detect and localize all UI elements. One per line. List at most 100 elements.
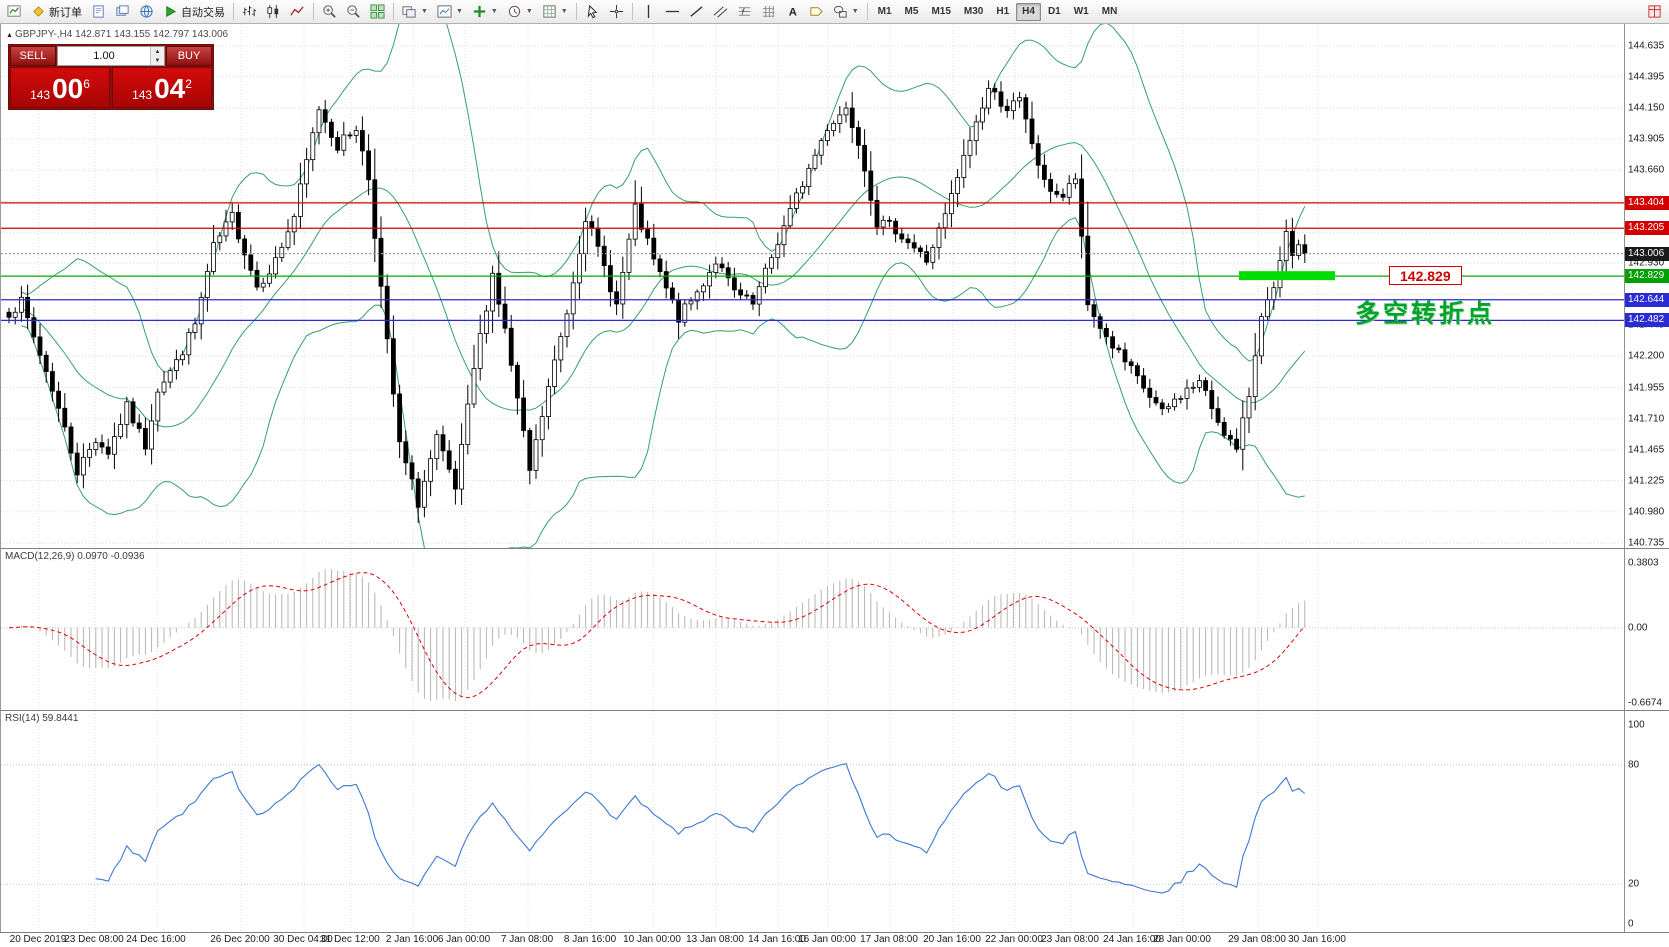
rsi-axis[interactable]: 100 80 20 0 (1624, 711, 1669, 932)
rsi-tick: 80 (1628, 759, 1640, 771)
chevron-down-icon: ▼ (525, 8, 533, 15)
price-badge: 143.205 (1625, 221, 1669, 236)
chart-list-button[interactable]: ▼ (433, 2, 467, 22)
timeframe-m5-button[interactable]: M5 (904, 6, 919, 17)
zoom-in-button[interactable] (318, 2, 341, 22)
chevron-down-icon: ▼ (455, 8, 463, 15)
candle-chart-button[interactable] (262, 2, 285, 22)
macd-canvas[interactable] (1, 549, 1625, 711)
crosshair-button[interactable] (605, 2, 628, 22)
fibonacci-icon: f (738, 6, 750, 16)
date-label: 20 Dec 2019 (9, 934, 67, 945)
price-tick: 144.635 (1628, 40, 1665, 52)
profiles-icon (93, 5, 104, 18)
price-tick: 140.980 (1628, 506, 1665, 518)
buy-price-big: 04 (154, 73, 186, 104)
macd-axis[interactable]: 0.3803 0.00 -0.6674 (1624, 549, 1669, 710)
indicator-add-icon (473, 5, 485, 18)
toolbar-separator (575, 3, 577, 20)
cursor-button[interactable] (581, 2, 604, 22)
rsi-tick: 100 (1628, 719, 1645, 731)
templates-button[interactable]: ▼ (538, 2, 572, 22)
timeframe-m1-button[interactable]: M1 (877, 6, 892, 17)
new-order-button[interactable]: 新订单 (27, 2, 86, 22)
sell-button[interactable]: SELL (10, 46, 56, 66)
lot-size-field[interactable]: 1.00 ▲ ▼ (57, 46, 165, 66)
chevron-down-icon: ▼ (851, 8, 859, 15)
time-axis[interactable]: 20 Dec 2019 23 Dec 08:00 24 Dec 16:00 26 De… (0, 932, 1669, 947)
channel-button[interactable] (709, 2, 732, 22)
date-label: 29 Jan 08:00 (1228, 934, 1286, 945)
label-button[interactable] (805, 2, 828, 22)
price-tick: 142.200 (1628, 350, 1665, 362)
new-chart-button[interactable] (3, 2, 26, 22)
grid-button[interactable] (757, 2, 780, 22)
shapes-button[interactable]: ▼ (829, 2, 863, 22)
rsi-canvas[interactable] (1, 711, 1625, 933)
lot-increase-button[interactable]: ▲ (151, 47, 164, 56)
date-label: 20 Jan 16:00 (923, 934, 981, 945)
trendline-icon (690, 6, 703, 17)
zoom-out-icon (347, 5, 360, 18)
timeframe-m30-button[interactable]: M30 (963, 6, 984, 17)
lot-decrease-button[interactable]: ▼ (151, 56, 164, 65)
date-label: 24 Dec 16:00 (126, 934, 186, 945)
data-window-icon (1648, 5, 1661, 18)
macd-panel[interactable]: MACD(12,26,9) 0.0970 -0.0936 0.3803 0.00 -… (0, 548, 1669, 711)
community-button[interactable] (135, 2, 158, 22)
price-level-annotation-box[interactable]: 142.829 (1389, 266, 1462, 286)
date-label: 31 Dec 12:00 (320, 934, 380, 945)
timeframe-d1-button[interactable]: D1 (1047, 6, 1061, 17)
trendline-button[interactable] (685, 2, 708, 22)
arrange-button[interactable]: ▼ (398, 2, 432, 22)
bars-icon (242, 5, 257, 17)
date-label: 16 Jan 00:00 (798, 934, 856, 945)
date-label: 13 Jan 08:00 (686, 934, 744, 945)
price-tick: 141.225 (1628, 475, 1665, 487)
profiles-button[interactable] (87, 2, 110, 22)
buy-price-sup: 2 (185, 77, 192, 91)
date-label: 7 Jan 08:00 (500, 934, 554, 945)
main-chart-canvas[interactable] (1, 24, 1625, 548)
zoom-out-button[interactable] (342, 2, 365, 22)
timeframe-w1-button[interactable]: W1 (1073, 6, 1089, 17)
buy-button[interactable]: BUY (166, 46, 212, 66)
vertical-line-button[interactable] (637, 2, 660, 22)
timeframe-h1-button[interactable]: H1 (996, 6, 1010, 17)
pivot-annotation-text[interactable]: 多空转折点 (1355, 300, 1496, 329)
lot-size-value[interactable]: 1.00 (93, 50, 115, 62)
line-chart-button[interactable] (286, 2, 309, 22)
text-button[interactable]: A (781, 2, 804, 22)
timeframe-h4-button[interactable]: H4 (1016, 2, 1041, 21)
timeframe-mn-button[interactable]: MN (1101, 6, 1118, 17)
collapse-marker-icon[interactable]: ▲ (6, 32, 13, 39)
sell-price-display[interactable]: 143 00 6 (10, 67, 110, 108)
one-click-trade-panel: SELL 1.00 ▲ ▼ BUY 143 00 6 143 04 2 (8, 44, 214, 110)
svg-text:A: A (788, 6, 796, 18)
cascade-icon (402, 6, 416, 18)
text-icon: A (788, 6, 796, 18)
svg-text:f: f (741, 6, 745, 16)
date-label: 30 Dec 04:00 (273, 934, 333, 945)
fibonacci-button[interactable]: f (733, 2, 756, 22)
timeframe-m15-button[interactable]: M15 (931, 6, 951, 17)
periods-button[interactable]: ▼ (503, 2, 537, 22)
auto-trading-button[interactable]: 自动交易 (159, 2, 229, 22)
charts-button[interactable] (111, 2, 134, 22)
rsi-panel[interactable]: RSI(14) 59.8441 100 80 20 0 (0, 710, 1669, 933)
horizontal-line-button[interactable] (661, 2, 684, 22)
indicators-button[interactable]: ▼ (468, 2, 502, 22)
data-window-button[interactable] (1643, 2, 1666, 22)
main-chart-panel[interactable]: ▲ GBPJPY-,H4 142.871 143.155 142.797 143.… (0, 24, 1669, 549)
tile-windows-button[interactable] (366, 2, 389, 22)
channel-icon (713, 6, 728, 18)
lot-spinner: ▲ ▼ (150, 47, 164, 65)
price-axis[interactable]: 144.635 144.395 144.150 143.905 143.660 142.9… (1624, 24, 1669, 549)
chevron-down-icon: ▼ (560, 8, 568, 15)
price-badge: 142.644 (1625, 292, 1669, 307)
template-icon (543, 5, 556, 18)
date-label: 6 Jan 00:00 (437, 934, 491, 945)
buy-price-display[interactable]: 143 04 2 (112, 67, 212, 108)
bar-chart-button[interactable] (238, 2, 261, 22)
buy-price-small: 143 (132, 88, 153, 102)
